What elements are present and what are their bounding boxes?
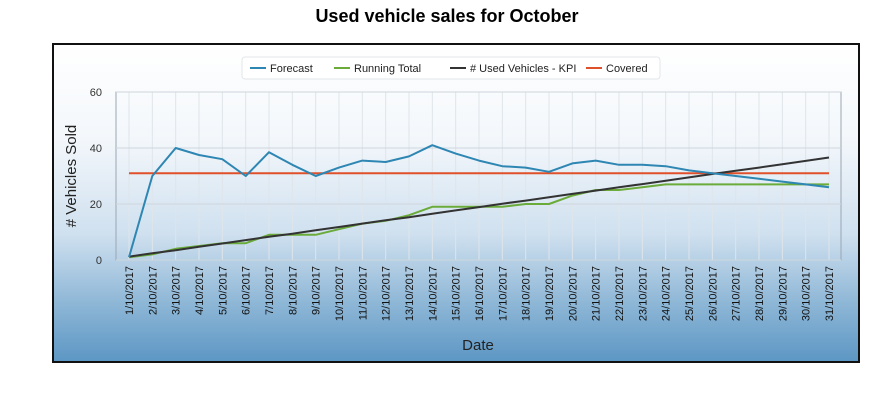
x-tick-label: 15/10/2017 — [451, 266, 463, 321]
x-tick-label: 23/10/2017 — [637, 266, 649, 321]
y-axis-title: # Vehicles Sold — [63, 125, 80, 228]
legend-item[interactable]: Covered — [586, 63, 648, 75]
legend: Forecast Running Total # Used Vehicles - K… — [241, 56, 661, 80]
x-tick-label: 13/10/2017 — [404, 266, 416, 321]
x-tick-label: 11/10/2017 — [357, 266, 369, 320]
x-tick-label: 31/10/2017 — [824, 266, 836, 321]
x-tick-label: 7/10/2017 — [264, 266, 276, 315]
legend-label: # Used Vehicles - KPI — [470, 63, 576, 75]
x-tick-label: 17/10/2017 — [497, 266, 509, 321]
x-tick-label: 12/10/2017 — [381, 266, 393, 321]
x-tick-label: 1/10/2017 — [124, 266, 136, 315]
legend-item[interactable]: Forecast — [250, 63, 313, 75]
x-tick-label: 2/10/2017 — [147, 266, 159, 315]
legend-item[interactable]: # Used Vehicles - KPI — [450, 63, 576, 75]
x-tick-label: 28/10/2017 — [754, 266, 766, 321]
x-tick-label: 30/10/2017 — [801, 266, 813, 321]
y-tick-label: 20 — [90, 199, 102, 211]
x-tick-label: 4/10/2017 — [194, 266, 206, 315]
x-tick-label: 24/10/2017 — [661, 266, 673, 321]
x-tick-label: 29/10/2017 — [777, 266, 789, 321]
legend-item[interactable]: Running Total — [334, 63, 421, 75]
legend-label: Running Total — [354, 63, 421, 75]
y-tick-label: 60 — [90, 87, 102, 99]
x-tick-label: 3/10/2017 — [171, 266, 183, 315]
x-tick-label: 25/10/2017 — [684, 266, 696, 321]
x-tick-label: 5/10/2017 — [217, 266, 229, 315]
x-tick-label: 27/10/2017 — [731, 266, 743, 321]
x-tick-label: 14/10/2017 — [427, 266, 439, 321]
y-tick-label: 0 — [96, 255, 102, 267]
legend-label: Forecast — [270, 63, 313, 75]
x-tick-label: 8/10/2017 — [287, 266, 299, 315]
y-tick-label: 40 — [90, 143, 102, 155]
x-tick-label: 18/10/2017 — [521, 266, 533, 321]
x-axis-title: Date — [462, 337, 494, 354]
x-tick-label: 9/10/2017 — [311, 266, 323, 315]
x-tick-label: 19/10/2017 — [544, 266, 556, 321]
chart-title: Used vehicle sales for October — [315, 6, 579, 26]
x-tick-label: 26/10/2017 — [707, 266, 719, 321]
x-tick-label: 6/10/2017 — [241, 266, 253, 315]
x-tick-label: 20/10/2017 — [567, 266, 579, 321]
x-tick-label: 22/10/2017 — [614, 266, 626, 321]
x-tick-label: 16/10/2017 — [474, 266, 486, 321]
x-tick-label: 21/10/2017 — [591, 266, 603, 321]
legend-label: Covered — [606, 63, 648, 75]
series-line-forecast — [128, 144, 830, 258]
x-tick-label: 10/10/2017 — [334, 266, 346, 321]
